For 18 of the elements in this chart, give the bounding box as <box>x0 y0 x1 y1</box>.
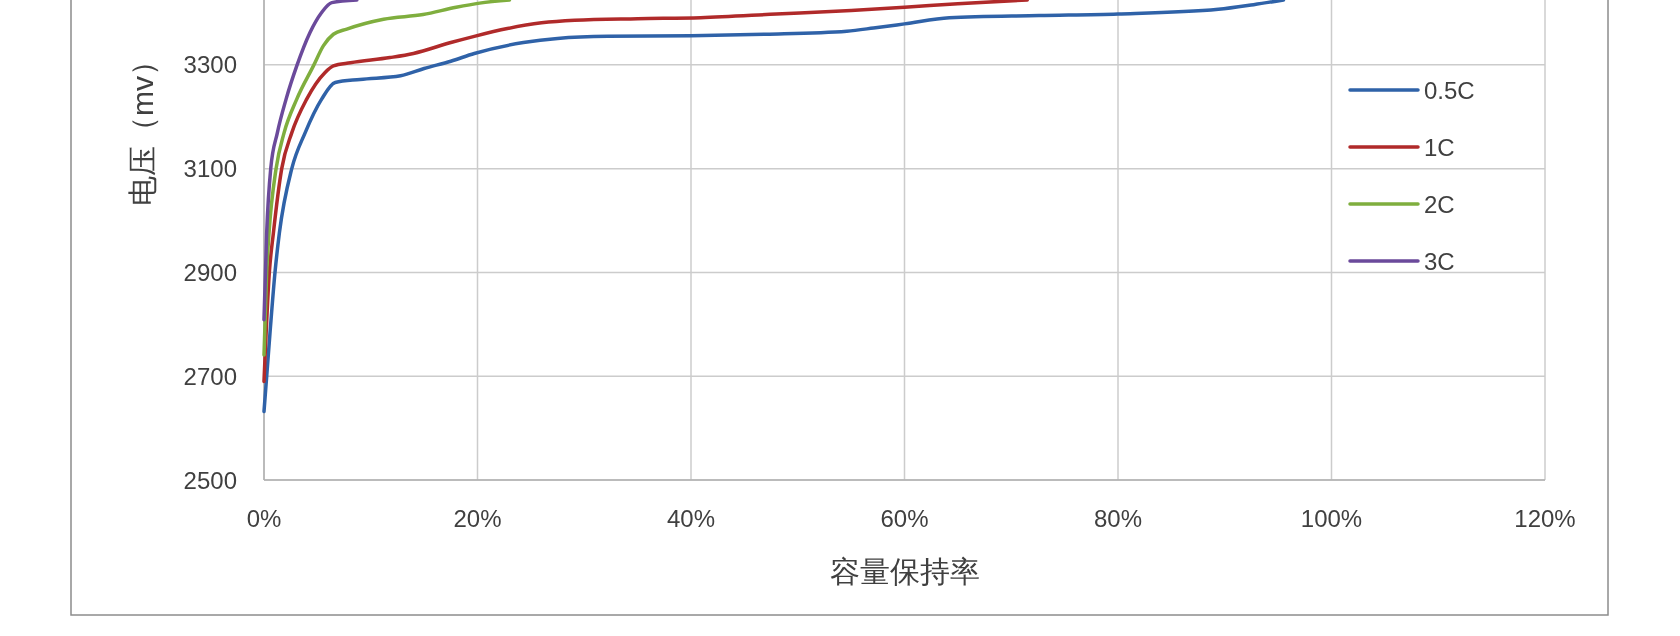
y-tick-label: 3100 <box>183 155 237 183</box>
legend-label: 1C <box>1424 133 1455 161</box>
y-tick-label: 2900 <box>183 258 237 286</box>
x-tick-label: 40% <box>667 505 715 532</box>
y-axis-title: 电压（mv） <box>125 46 159 206</box>
y-tick-label: 3300 <box>183 51 237 79</box>
x-tick-label: 60% <box>880 505 929 532</box>
x-tick-label: 100% <box>1300 505 1363 532</box>
x-tick-label: 120% <box>1514 505 1576 532</box>
legend-label: 2C <box>1424 190 1455 218</box>
y-tick-label: 2500 <box>183 466 237 494</box>
x-axis-title: 容量保持率 <box>829 555 980 588</box>
x-tick-label: 20% <box>453 505 502 532</box>
legend-label: 3C <box>1424 247 1455 275</box>
y-tick-label: 2700 <box>183 362 237 390</box>
x-tick-label: 80% <box>1094 505 1142 532</box>
x-tick-label: 0% <box>246 505 282 532</box>
legend-label: 0.5C <box>1424 76 1475 104</box>
